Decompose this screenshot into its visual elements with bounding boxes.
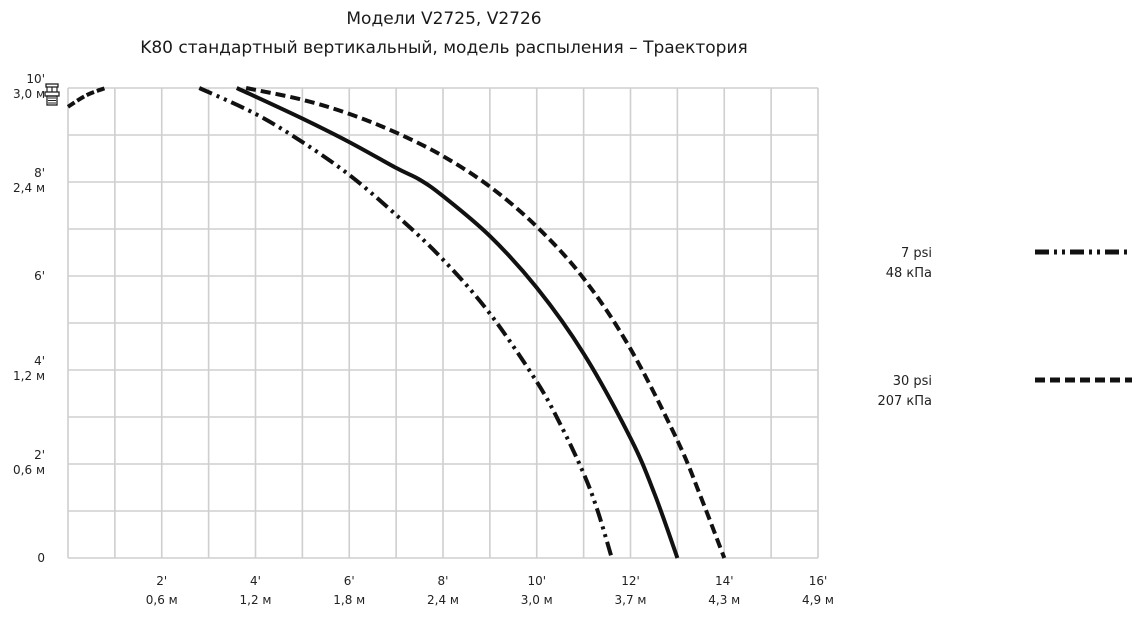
y-tick-label-ft: 6' [34,269,45,283]
x-tick-label-m: 3,0 м [521,593,553,607]
x-axis-ticks: 2' 0,6 м 4' 1,2 м 6' 1,8 м 8' 2,4 м 10' 3,0 м 12' 3… [146,574,834,607]
x-tick-label-m: 3,7 м [615,593,647,607]
legend-label-metric: 48 кПа [886,266,932,281]
y-tick-label-ft: 10' [26,72,45,86]
sprinkler-icon [44,83,60,106]
source-arc [66,86,107,109]
y-tick-label-ft: 2' [34,448,45,462]
x-tick-label-m: 1,2 м [240,593,272,607]
x-tick-label-m: 4,9 м [802,593,834,607]
x-tick-label-ft: 10' [527,574,546,588]
y-tick-label-m: 3,0 м [13,87,45,101]
chart-subtitle: K80 стандартный вертикальный, модель рас… [140,38,748,58]
legend-label: 7 psi [901,246,932,261]
y-tick-label-ft: 8' [34,166,45,180]
y-axis-ticks: 0 2'0,6 м 4'1,2 м 6' 8'2,4 м 10'3,0 м [13,72,45,565]
x-tick-label-ft: 6' [344,574,355,588]
x-tick-label-m: 0,6 м [146,593,178,607]
chart-title: Модели V2725, V2726 [346,9,541,29]
x-tick-label-m: 2,4 м [427,593,459,607]
series-line-dashed [245,86,727,559]
x-tick-label-ft: 14' [715,574,734,588]
x-tick-label-ft: 8' [438,574,449,588]
legend-label: 30 psi [893,374,932,389]
y-tick-label-ft: 4' [34,354,45,368]
x-tick-label-ft: 16' [809,574,828,588]
x-tick-label-ft: 12' [621,574,640,588]
y-tick-label-ft: 0 [37,551,45,565]
y-tick-label-m: 2,4 м [13,181,45,195]
legend-label-metric: 207 кПа [877,394,932,409]
series-line-dash-dot-dot [198,86,614,559]
x-tick-label-ft: 4' [250,574,261,588]
grid [67,87,819,559]
series-line-solid [235,86,680,559]
series-lines [66,86,727,559]
x-tick-label-m: 1,8 м [333,593,365,607]
legend: 7 psi 48 кПа 30 psi 207 кПа [877,246,1132,409]
x-tick-label-m: 4,3 м [708,593,740,607]
y-tick-label-m: 0,6 м [13,463,45,477]
x-tick-label-ft: 2' [156,574,167,588]
y-tick-label-m: 1,2 м [13,369,45,383]
